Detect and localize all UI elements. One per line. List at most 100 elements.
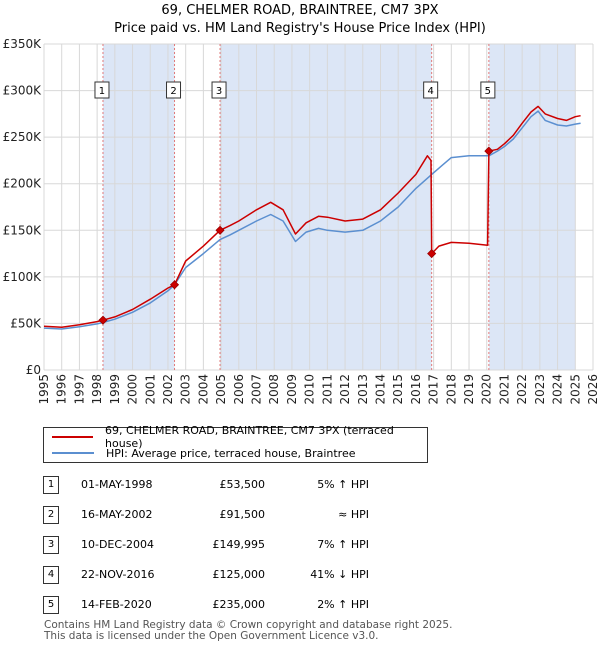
table-row: 3 10-DEC-2004 £149,995 7% ↑ HPI: [43, 536, 403, 554]
y-tick-label: £0: [26, 363, 41, 377]
x-tick-label: 2019: [462, 374, 476, 405]
chart-title: 69, CHELMER ROAD, BRAINTREE, CM7 3PX: [161, 3, 439, 18]
sale-number-text: 2: [170, 86, 176, 97]
sale-date: 14-FEB-2020: [81, 598, 152, 611]
sale-price: £91,500: [219, 508, 266, 521]
sale-number-label: 1: [94, 81, 110, 99]
sale-point: [98, 315, 108, 325]
footer: Contains HM Land Registry data © Crown c…: [44, 620, 452, 642]
shaded-range: [220, 44, 432, 370]
sale-number-text: 3: [216, 86, 222, 97]
x-tick-label: 2006: [232, 374, 246, 405]
x-tick-label: 2020: [480, 374, 494, 405]
sale-date: 16-MAY-2002: [81, 508, 153, 521]
x-tick-label: 2022: [515, 374, 529, 405]
table-row: 2 16-MAY-2002 £91,500 ≈ HPI: [43, 506, 403, 524]
x-tick-label: 2004: [196, 374, 210, 405]
x-tick-label: 2016: [409, 374, 423, 405]
sale-number-box: 1: [43, 476, 59, 494]
sale-point: [484, 146, 494, 156]
sale-number-box: 5: [43, 596, 59, 614]
sale-price: £235,000: [212, 598, 266, 611]
x-tick-label: 2012: [338, 374, 352, 405]
sale-number-text: 1: [99, 86, 105, 97]
legend-item-price: 69, CHELMER ROAD, BRAINTREE, CM7 3PX (te…: [52, 424, 427, 450]
sale-number-box: [166, 81, 182, 99]
x-tick-label: 2021: [497, 374, 511, 405]
sale-number-label: 2: [166, 81, 182, 99]
y-tick-label: £50K: [10, 316, 42, 330]
sale-number-text: 5: [485, 86, 491, 97]
sale-hpi-compare: 41% ↓ HPI: [310, 568, 369, 581]
sale-point: [215, 225, 225, 235]
x-tick-label: 1997: [72, 374, 86, 405]
legend-price-swatch: [52, 436, 94, 438]
sale-hpi-compare: 2% ↑ HPI: [317, 598, 369, 611]
sale-markers: [98, 146, 494, 325]
sale-price: £125,000: [212, 568, 266, 581]
shaded-periods: [102, 44, 576, 370]
legend: 69, CHELMER ROAD, BRAINTREE, CM7 3PX (te…: [43, 424, 428, 463]
table-row: 1 01-MAY-1998 £53,500 5% ↑ HPI: [43, 476, 403, 494]
x-tick-label: 2011: [320, 374, 334, 405]
sale-date: 10-DEC-2004: [81, 538, 155, 551]
x-tick-label: 2017: [427, 374, 441, 405]
x-tick-label: 1996: [55, 374, 69, 405]
sale-number-box: [94, 81, 110, 99]
sale-number-box: 3: [43, 536, 59, 554]
footer-copyright: Contains HM Land Registry data © Crown c…: [44, 619, 453, 631]
legend-hpi-swatch: [52, 452, 94, 454]
legend-item-hpi: HPI: Average price, terraced house, Brai…: [52, 445, 356, 461]
x-tick-label: 2005: [214, 374, 228, 405]
sale-number-box: [423, 81, 439, 99]
sale-number-boxes: 1 2 3 4 5: [94, 81, 496, 99]
sale-number-box: [480, 81, 496, 99]
y-tick-label: £100K: [3, 270, 43, 284]
sale-number-label: 3: [211, 81, 227, 99]
sale-number-label: 4: [423, 81, 439, 99]
x-tick-label: 2008: [267, 374, 281, 405]
x-tick-label: 2009: [285, 374, 299, 405]
x-tick-label: 2002: [161, 374, 175, 405]
sale-point: [427, 249, 437, 259]
x-tick-label: 2025: [568, 374, 582, 405]
chart-subtitle: Price paid vs. HM Land Registry's House …: [114, 21, 486, 36]
sale-date: 22-NOV-2016: [81, 568, 155, 581]
x-tick-label: 2014: [373, 374, 387, 405]
sale-number-box: [211, 81, 227, 99]
series-lines: [43, 105, 581, 330]
hpi-line: [43, 110, 581, 330]
sale-number-box: 2: [43, 506, 59, 524]
y-tick-label: £350K: [3, 37, 43, 51]
x-tick-label: 2000: [126, 374, 140, 405]
x-tick-label: 1998: [90, 374, 104, 405]
shaded-range: [102, 44, 175, 370]
legend-hpi-label: HPI: Average price, terraced house, Brai…: [106, 446, 356, 460]
sale-price: £53,500: [219, 478, 266, 491]
x-tick-label: 2013: [356, 374, 370, 405]
sale-number-text: 4: [427, 86, 433, 97]
x-tick-label: 2024: [551, 374, 565, 405]
y-tick-label: £150K: [3, 223, 43, 237]
sale-number-label: 5: [480, 81, 496, 99]
x-tick-label: 2023: [533, 374, 547, 405]
price-chart: 1 2 3 4 5 £0 £50K £100K £150K £200K £250K £300K £35…: [3, 37, 600, 405]
y-tick-label: £300K: [3, 84, 43, 98]
sale-number-box: 4: [43, 566, 59, 584]
x-tick-label: 2001: [143, 374, 157, 405]
x-tick-label: 2007: [250, 374, 264, 405]
sale-point: [169, 280, 180, 290]
x-tick-label: 2010: [303, 374, 317, 405]
table-row: 4 22-NOV-2016 £125,000 41% ↓ HPI: [43, 566, 403, 584]
x-tick-label: 2026: [586, 374, 600, 405]
legend-price-label: 69, CHELMER ROAD, BRAINTREE, CM7 3PX (te…: [105, 424, 394, 450]
x-tick-label: 2003: [179, 374, 193, 405]
sale-hpi-compare: 5% ↑ HPI: [317, 478, 369, 491]
x-tick-label: 2018: [444, 374, 458, 405]
x-tick-label: 2015: [391, 374, 405, 405]
price-line: [43, 105, 581, 328]
axis-ticks: £0 £50K £100K £150K £200K £250K £300K £350K 1995…: [3, 37, 600, 405]
y-tick-label: £200K: [3, 177, 43, 191]
table-row: 5 14-FEB-2020 £235,000 2% ↑ HPI: [43, 596, 403, 614]
y-tick-label: £250K: [3, 130, 43, 144]
